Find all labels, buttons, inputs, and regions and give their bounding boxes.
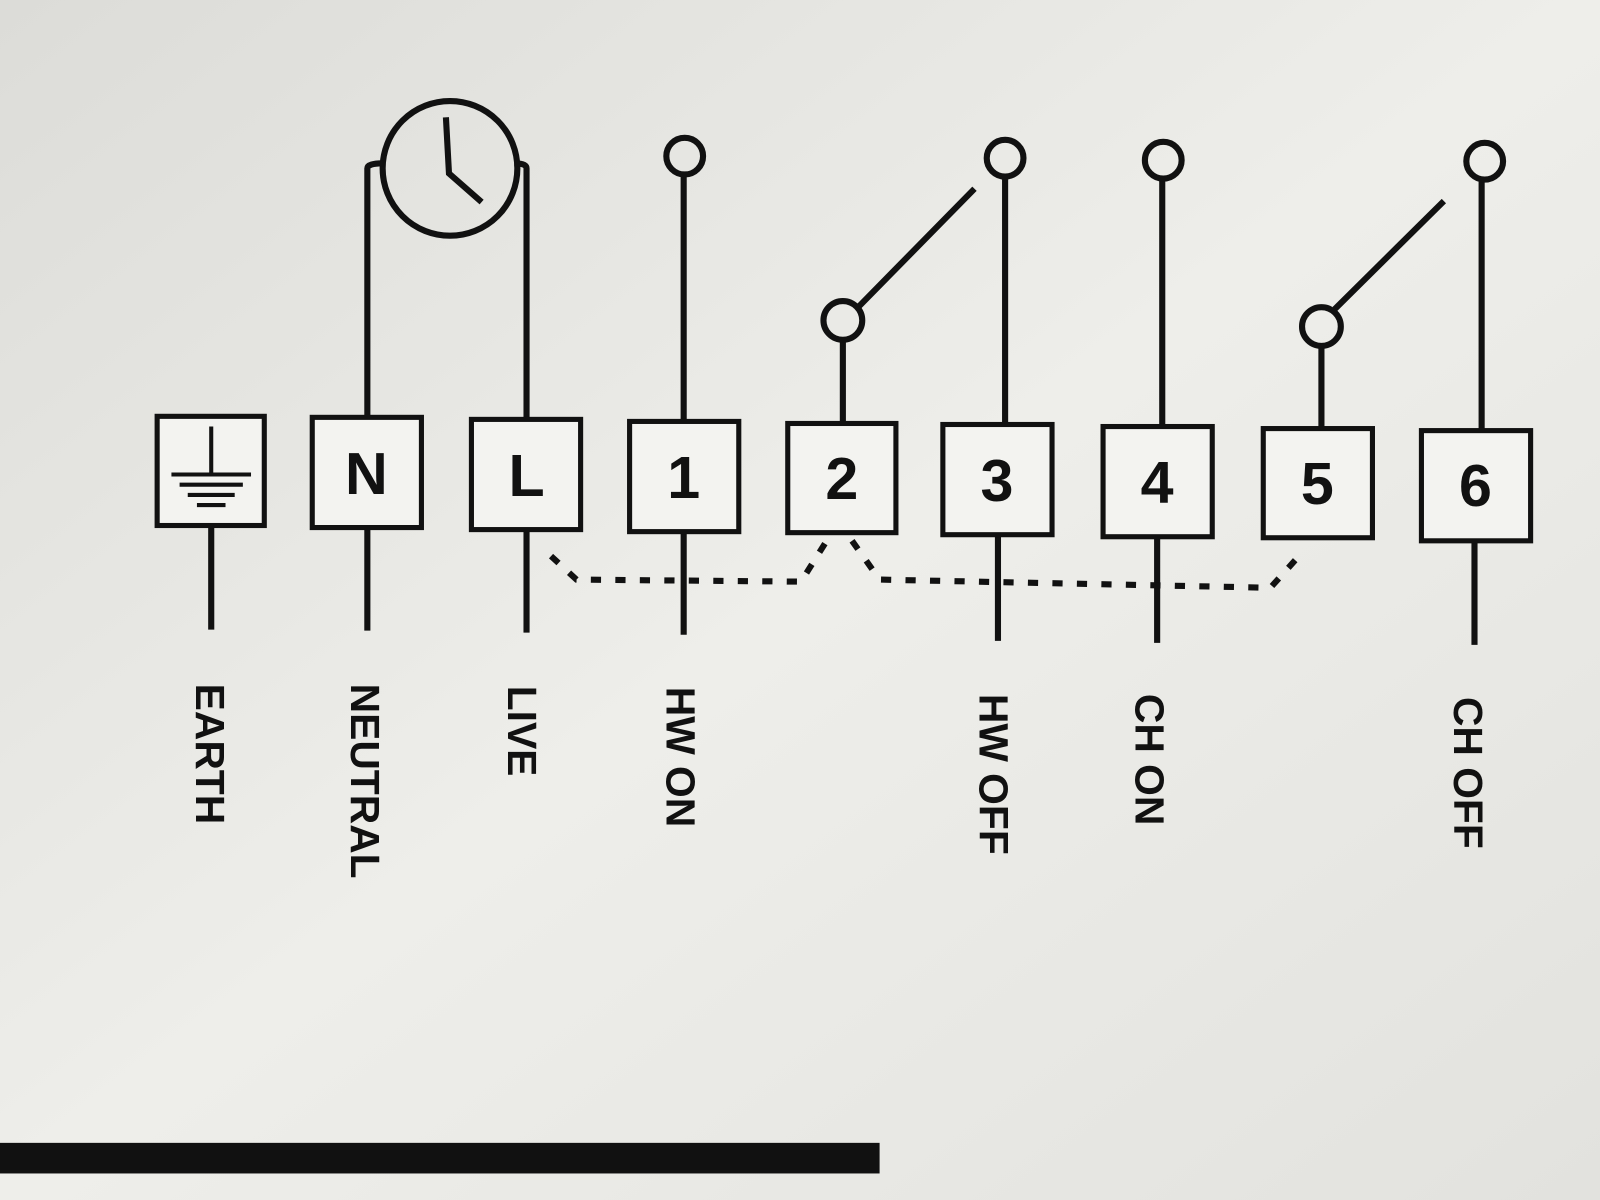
earth-ground-icon	[171, 426, 252, 508]
label-live: LIVE	[499, 686, 545, 777]
svg-text:6: 6	[1459, 452, 1492, 519]
label-hw-off: HW OFF	[971, 694, 1017, 855]
common-5-contact	[1298, 304, 1344, 349]
lower-wires	[208, 525, 1478, 645]
bottom-rule	[0, 1142, 880, 1174]
terminal-2: 2	[785, 420, 899, 536]
svg-text:N: N	[345, 440, 388, 507]
svg-text:2: 2	[825, 445, 858, 512]
neutral-to-clock-wire	[364, 160, 384, 419]
terminal-3: 3	[940, 421, 1055, 538]
terminal-6: 6	[1418, 428, 1534, 544]
terminal-1: 1	[627, 418, 742, 535]
svg-text:L: L	[508, 442, 544, 509]
terminal-4: 4	[1100, 423, 1215, 540]
svg-text:5: 5	[1301, 450, 1334, 517]
svg-text:1: 1	[667, 444, 700, 511]
ch-on-contact	[1141, 138, 1185, 182]
common-2-contact	[820, 297, 866, 343]
clock-icon	[379, 97, 521, 239]
hw-switch-arm	[857, 186, 977, 309]
switch-ch	[1141, 138, 1507, 433]
terminal-earth	[154, 413, 267, 529]
label-ch-on: CH ON	[1127, 694, 1173, 825]
svg-text:4: 4	[1141, 449, 1174, 516]
terminal-n: N	[309, 414, 424, 531]
label-neutral: NEUTRAL	[342, 684, 388, 879]
svg-text:3: 3	[980, 447, 1013, 514]
hw-on-contact	[663, 134, 707, 178]
ch-switch-arm	[1332, 198, 1447, 312]
ch-off-contact	[1463, 139, 1507, 183]
label-ch-off: CH OFF	[1445, 697, 1491, 849]
label-earth: EARTH	[187, 684, 233, 825]
label-hw-on: HW ON	[657, 687, 703, 828]
hw-off-contact	[983, 136, 1027, 180]
switch-hw	[663, 134, 1027, 429]
terminal-5: 5	[1260, 426, 1375, 541]
terminal-l: L	[468, 416, 584, 533]
live-to-clock-wire	[514, 160, 530, 421]
